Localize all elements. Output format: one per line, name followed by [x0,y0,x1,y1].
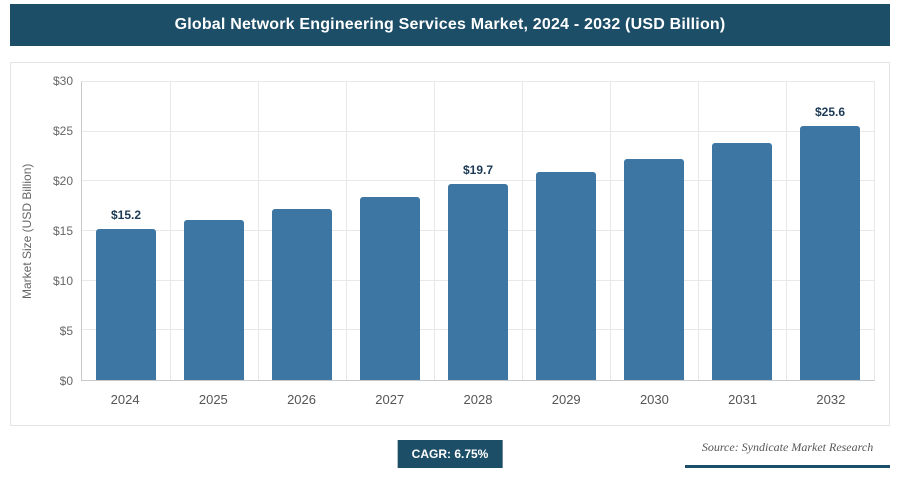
plot-area: $15.2 $19.7 $25.6 [81,81,875,381]
y-tick-label: $0 [59,374,73,388]
bar-value-label: $25.6 [814,104,846,119]
y-tick-label: $30 [52,74,73,88]
chart-title-banner: Global Network Engineering Services Mark… [10,4,890,46]
v-gridline [258,82,259,380]
bar-value-label: $15.2 [110,208,142,223]
h-gridline [82,180,874,182]
y-tick-label: $10 [52,274,73,288]
x-tick-label: 2028 [463,391,493,407]
v-gridline [609,82,611,380]
bar [184,220,244,380]
x-tick-label: 2026 [287,391,316,407]
y-tick-label: $20 [52,174,73,188]
chart-title: Global Network Engineering Services Mark… [174,16,726,33]
x-tick-label: 2024 [110,391,140,407]
x-tick-label: 2025 [198,391,228,407]
chart-footer: CAGR: 6.75% Source: Syndicate Market Res… [10,428,890,494]
x-tick-label: 2027 [375,391,405,407]
y-axis-ticks: $0 $5 $10 $15 $20 $25 $30 [37,74,81,388]
source-text: Source: Syndicate Market Research [701,440,874,454]
source-block: Source: Syndicate Market Research [685,438,890,468]
bar [624,158,684,380]
y-tick-label: $15 [52,224,73,238]
bar [360,197,420,380]
bar [712,142,772,380]
plot-row: $0 $5 $10 $15 $20 $25 $30 $15.2 $19.7 $25.6 [37,74,875,388]
v-gridline [345,82,347,380]
bar [272,209,332,380]
x-tick-label: 2031 [728,391,758,407]
v-gridline [170,82,171,380]
h-gridline [82,130,874,132]
y-tick-label: $25 [52,124,73,138]
chart-main: $0 $5 $10 $15 $20 $25 $30 $15.2 $19.7 $25.6 2024… [37,74,875,417]
x-tick-label: 2030 [639,391,669,407]
chart: Market Size (USD Billion) $0 $5 $10 $15 $20 $… [10,62,890,426]
bar-value-label: $19.7 [462,163,494,178]
bar [448,184,508,380]
x-axis-labels: 2024 2025 2026 2027 2028 2029 2030 2031 2032 [81,381,875,417]
y-axis-title: Market Size (USD Billion) [20,163,34,299]
v-gridline [522,82,523,380]
y-tick-label: $5 [59,324,73,338]
bar [96,229,156,380]
x-tick-label: 2032 [816,391,846,407]
bar [800,125,860,380]
h-gridline [82,81,874,82]
v-gridline [698,82,699,380]
cagr-badge: CAGR: 6.75% [397,440,503,468]
bar [536,172,596,380]
v-gridline [786,82,787,380]
x-tick-label: 2029 [551,391,581,407]
v-gridline [434,82,435,380]
